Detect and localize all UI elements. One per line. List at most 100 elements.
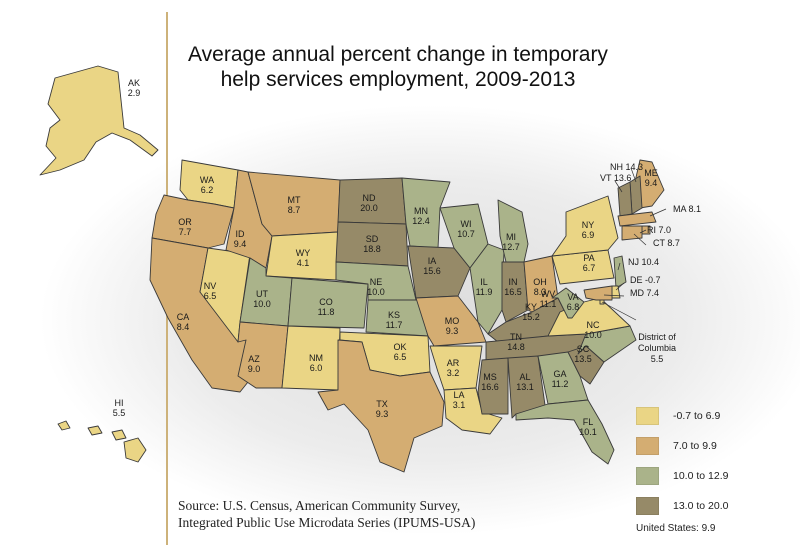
legend-item: 10.0 to 12.9 bbox=[636, 463, 786, 488]
leader-line-ma bbox=[649, 208, 667, 217]
state-value: 11.7 bbox=[386, 320, 403, 330]
state-abbr: MS bbox=[483, 372, 497, 382]
state-label-ms: MS 16.6 bbox=[481, 372, 499, 392]
state-hi bbox=[57, 420, 147, 463]
state-label-id: ID 9.4 bbox=[234, 229, 247, 249]
state-label-nd: ND 20.0 bbox=[360, 193, 378, 213]
state-abbr: KS bbox=[388, 310, 400, 320]
map-title: Average annual percent change in tempora… bbox=[178, 42, 618, 92]
state-label-al: AL 13.1 bbox=[516, 372, 534, 392]
state-label-la: LA 3.1 bbox=[453, 390, 466, 410]
state-abbr: ME bbox=[644, 168, 658, 178]
state-abbr: LA bbox=[453, 390, 464, 400]
state-value: 10.1 bbox=[579, 427, 597, 437]
state-label-wa: WA 6.2 bbox=[200, 175, 214, 195]
state-abbr: OR bbox=[178, 217, 192, 227]
state-value: 4.1 bbox=[297, 258, 310, 268]
state-label-mo: MO 9.3 bbox=[445, 316, 460, 336]
state-label-ak: AK 2.9 bbox=[128, 78, 141, 98]
state-value: 6.8 bbox=[567, 302, 580, 312]
state-label-me: ME 9.4 bbox=[644, 168, 658, 188]
state-label-tn: TN 14.8 bbox=[507, 332, 525, 352]
state-value: 15.6 bbox=[423, 266, 441, 276]
state-abbr: UT bbox=[256, 289, 268, 299]
state-label-ct: CT 8.7 bbox=[653, 238, 680, 248]
legend-swatch bbox=[636, 436, 659, 455]
legend: -0.7 to 6.9 7.0 to 9.9 10.0 to 12.9 13.0… bbox=[636, 403, 786, 534]
state-abbr: AR bbox=[447, 358, 460, 368]
state-label-ri: RI 7.0 bbox=[647, 225, 671, 235]
state-abbr: GA bbox=[553, 369, 566, 379]
state-label-md: MD 7.4 bbox=[630, 288, 659, 298]
state-value: 11.2 bbox=[552, 379, 569, 389]
state-abbr: MI bbox=[506, 232, 516, 242]
legend-label: 13.0 to 20.0 bbox=[673, 499, 729, 512]
state-vt bbox=[617, 181, 633, 217]
state-la bbox=[443, 387, 503, 435]
state-value: 13.1 bbox=[516, 382, 534, 392]
state-value: 18.8 bbox=[363, 244, 381, 254]
state-abbr: TN bbox=[510, 332, 522, 342]
legend-label: 10.0 to 12.9 bbox=[673, 469, 729, 482]
state-label-nj: NJ 10.4 bbox=[628, 257, 659, 267]
title-line-2: help services employment, 2009-2013 bbox=[220, 68, 576, 91]
state-label-ia: IA 15.6 bbox=[423, 256, 441, 276]
state-value: 11.8 bbox=[318, 307, 335, 317]
state-nj bbox=[613, 255, 627, 289]
legend-label: 7.0 to 9.9 bbox=[673, 439, 717, 452]
state-label-ne: NE 10.0 bbox=[367, 277, 385, 297]
state-value: 9.3 bbox=[376, 409, 389, 419]
state-label-va: VA 6.8 bbox=[567, 292, 580, 312]
state-abbr: AK bbox=[128, 78, 140, 88]
legend-label: -0.7 to 6.9 bbox=[673, 409, 721, 422]
state-value: 9.4 bbox=[645, 178, 658, 188]
state-in bbox=[501, 261, 529, 323]
source-note: Source: U.S. Census, American Community … bbox=[178, 497, 475, 531]
state-label-de: DE -0.7 bbox=[630, 275, 661, 285]
state-label-hi: HI 5.5 bbox=[113, 398, 126, 418]
state-ct bbox=[621, 225, 643, 241]
dc-label-line: Columbia bbox=[638, 343, 676, 353]
state-label-nv: NV 6.5 bbox=[204, 281, 217, 301]
state-abbr: AL bbox=[519, 372, 530, 382]
state-label-ma: MA 8.1 bbox=[673, 204, 701, 214]
state-abbr: ID bbox=[236, 229, 246, 239]
state-label-ky: KY 15.2 bbox=[522, 302, 540, 322]
dc-label-line: 5.5 bbox=[651, 354, 664, 364]
state-value: 16.6 bbox=[481, 382, 499, 392]
state-abbr: HI bbox=[115, 398, 124, 408]
state-value: 9.3 bbox=[446, 326, 459, 336]
state-abbr: SC bbox=[577, 344, 590, 354]
state-abbr: VA bbox=[567, 292, 578, 302]
leader-line-de bbox=[615, 282, 625, 291]
state-label-fl: FL 10.1 bbox=[579, 417, 597, 437]
state-label-mi: MI 12.7 bbox=[502, 232, 520, 252]
state-abbr: IN bbox=[509, 277, 518, 287]
state-value: 10.0 bbox=[584, 330, 602, 340]
state-label-mn: MN 12.4 bbox=[412, 206, 430, 226]
state-label-ks: KS 11.7 bbox=[386, 310, 403, 330]
state-wv bbox=[551, 287, 585, 319]
legend-swatch bbox=[636, 466, 659, 485]
state-label-az: AZ 9.0 bbox=[248, 354, 261, 374]
state-abbr: NV bbox=[204, 281, 217, 291]
title-line-1: Average annual percent change in tempora… bbox=[188, 43, 608, 66]
state-abbr: ND bbox=[363, 193, 376, 203]
state-value: 10.0 bbox=[253, 299, 271, 309]
state-label-ny: NY 6.9 bbox=[582, 220, 595, 240]
leader-line-dc bbox=[601, 301, 637, 321]
state-abbr: WA bbox=[200, 175, 214, 185]
state-value: 8.3 bbox=[534, 287, 547, 297]
state-abbr: CA bbox=[177, 312, 190, 322]
state-label-il: IL 11.9 bbox=[476, 277, 493, 297]
legend-item: 13.0 to 20.0 bbox=[636, 493, 786, 518]
state-label-oh: OH 8.3 bbox=[533, 277, 547, 297]
state-value: 2.9 bbox=[128, 88, 141, 98]
state-abbr: IL bbox=[480, 277, 488, 287]
state-value: 6.5 bbox=[394, 352, 407, 362]
state-ma bbox=[617, 211, 657, 227]
state-abbr: SD bbox=[366, 234, 379, 244]
state-label-ca: CA 8.4 bbox=[177, 312, 190, 332]
state-label-vt: VT 13.6 bbox=[600, 173, 631, 183]
state-value: 12.4 bbox=[412, 216, 430, 226]
